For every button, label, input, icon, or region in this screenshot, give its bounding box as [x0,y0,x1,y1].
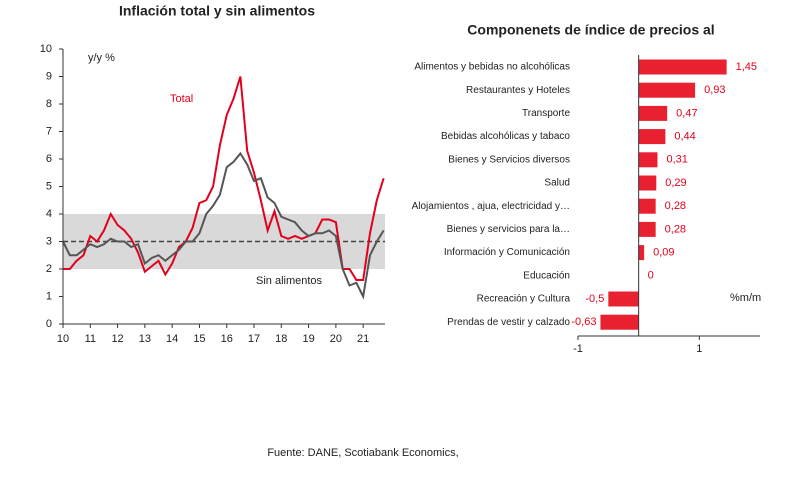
y-tick-label: 8 [46,98,52,110]
value-label: -0,63 [571,316,596,328]
y-tick-label: 0 [46,318,52,330]
value-label: 0,09 [653,247,674,259]
x-tick-label: 14 [166,333,178,345]
y-tick-label: 10 [40,43,52,55]
x-tick-label: 20 [330,333,342,345]
y-tick-label: 1 [46,290,52,302]
x-tick-label: 15 [193,333,205,345]
value-label: 0,28 [665,200,686,212]
value-label: 0,31 [666,154,687,166]
y-tick-label: 9 [46,70,52,82]
category-label: Bebidas alcohólicas y tabaco [441,131,570,142]
bar [638,59,727,75]
category-label: Alimentos y bebidas no alcohólicas [414,62,570,73]
bar [638,245,645,261]
value-label: 0,47 [676,107,697,119]
bar [600,314,639,330]
bar [638,198,656,214]
value-label: 0 [648,270,654,282]
bar [638,152,658,168]
bar [638,105,668,121]
x-tick-label: 17 [248,333,260,345]
x-tick-label: 1 [696,343,702,355]
y-tick-label: 3 [46,235,52,247]
value-label: 0,29 [665,177,686,189]
bar [638,82,696,98]
category-label: Bienes y Servicios diversos [448,154,570,165]
category-label: Bienes y servicios para la… [447,224,570,235]
category-label: Información y Comunicación [444,247,570,258]
bar-chart-title: Componenets de índice de precios al [467,22,714,38]
y-tick-label: 4 [46,208,52,220]
value-label: 1,45 [736,61,757,73]
series-line [62,151,385,300]
category-label: Recreación y Cultura [477,294,571,305]
bar [638,175,657,191]
x-tick-label: 10 [57,333,69,345]
x-tick-label: 19 [302,333,314,345]
source: Fuente: DANE, Scotiabank Economics, [267,447,458,459]
category-label: Educación [523,270,570,281]
bar [638,129,666,145]
value-label: 0,28 [665,223,686,235]
line-chart-title: Inflación total y sin alimentos [119,3,315,19]
bar [638,221,656,237]
y-axis-label: y/y % [88,52,115,64]
x-tick-label: 11 [85,333,96,345]
value-label: -0,5 [585,293,604,305]
y-tick-label: 5 [46,180,52,192]
series-label: Sin alimentos [256,275,323,287]
y-tick-label: 7 [46,125,52,137]
x-tick-label: 21 [357,333,369,345]
bar [608,291,639,307]
category-label: Restaurantes y Hoteles [466,85,570,96]
category-label: Transporte [522,108,570,119]
category-label: Salud [544,178,570,189]
series-line [63,76,385,281]
x-tick-label: 12 [111,333,123,345]
x-tick-label: 18 [275,333,287,345]
x-axis-label: %m/m [730,292,761,304]
value-label: 0,93 [704,84,725,96]
y-tick-label: 6 [46,153,52,165]
x-tick-label: -1 [573,343,583,355]
x-tick-label: 16 [221,333,233,345]
y-tick-label: 2 [46,263,52,275]
x-tick-label: 13 [139,333,151,345]
series-label: Total [170,93,193,105]
category-label: Prendas de vestir y calzado [447,317,570,328]
value-label: 0,44 [674,131,695,143]
category-label: Alojamientos , ajua, electricidad y… [412,201,570,212]
